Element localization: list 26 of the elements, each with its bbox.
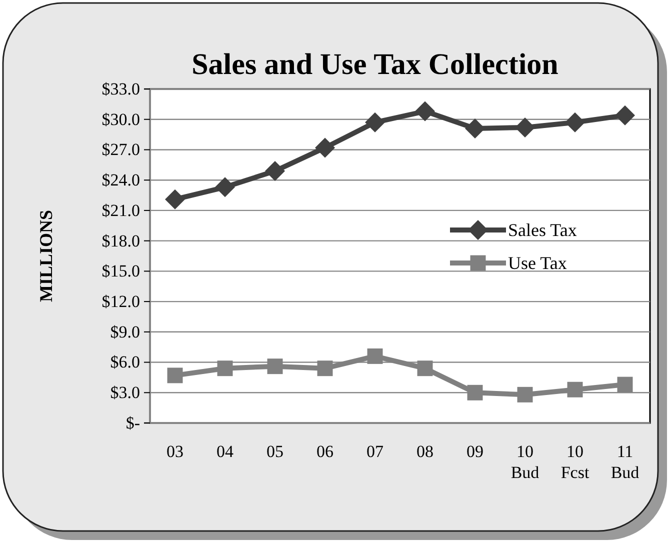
y-tick-label: $27.0 (102, 140, 140, 160)
x-tick-label: 07 (366, 442, 384, 461)
y-tick-label: $- (126, 413, 140, 432)
y-axis-title: MILLIONS (36, 210, 56, 302)
x-tick-label: 10 Bud (510, 442, 540, 482)
y-tick-label: $9.0 (110, 322, 140, 342)
y-tick-label: $6.0 (110, 352, 140, 372)
y-tick-label: $12.0 (102, 292, 140, 311)
legend-label: Use Tax (508, 253, 567, 273)
x-tick-label: 06 (316, 442, 334, 461)
y-tick-label: $21.0 (102, 200, 140, 220)
y-tick-label: $15.0 (102, 262, 140, 281)
legend-label: Sales Tax (508, 220, 577, 240)
x-tick-label: 03 (166, 442, 184, 461)
x-tick-label: 11 Bud (610, 442, 640, 482)
x-tick-label: 05 (266, 442, 284, 461)
y-tick-label: $18.0 (102, 231, 140, 250)
y-tick-label: $3.0 (110, 383, 140, 402)
x-tick-label: 09 (466, 442, 484, 461)
x-tick-label: 08 (416, 442, 434, 461)
x-tick-label: 04 (216, 442, 234, 461)
y-tick-label: $30.0 (102, 110, 140, 129)
chart-title: Sales and Use Tax Collection (192, 48, 559, 81)
x-tick-label: 10 Fcst (560, 442, 590, 482)
y-tick-label: $24.0 (102, 170, 140, 190)
y-tick-label: $33.0 (102, 79, 140, 98)
